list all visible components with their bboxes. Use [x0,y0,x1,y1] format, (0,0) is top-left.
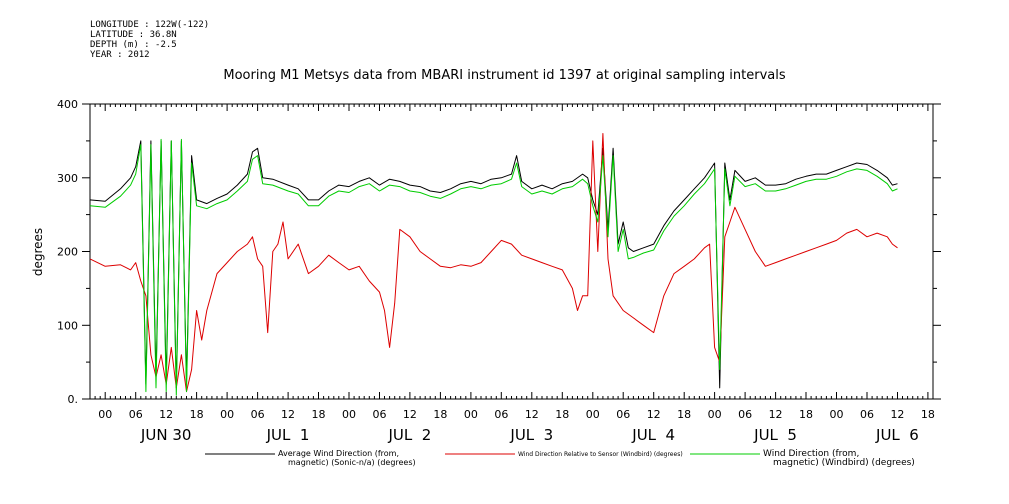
x-hour-label: 06 [372,408,386,421]
x-hour-label: 06 [251,408,265,421]
x-hour-label: 00 [220,408,234,421]
x-hour-label: 12 [403,408,417,421]
legend-label-2: Wind Direction Relative to Sensor (Windb… [518,451,683,458]
depth-label: DEPTH (m) : -2.5 [90,40,177,50]
axis-labels: 0. 100 200 300 400 00 06 12 18 00 06 12 18 00 06 12 18 00… [57,98,935,444]
x-day-label: JUL 1 [266,426,310,444]
x-hour-label: 18 [555,408,569,421]
legend-label-1: Average Wind Direction (from, [278,449,399,458]
legend: Average Wind Direction (from,magnetic) (… [205,449,915,468]
legend-label-1-line2: magnetic) (Sonic-n/a) (degrees) [288,458,416,467]
x-hour-label: 18 [799,408,813,421]
legend-label-3: Wind Direction (from, [763,449,859,459]
series-line-1 [89,140,898,389]
x-hour-label: 12 [647,408,661,421]
y-tick-label: 0. [68,393,79,406]
x-hour-label: 18 [312,408,326,421]
x-hour-label: 06 [494,408,508,421]
legend-label-3-line2: magnetic) (Windbird) (degrees) [773,458,915,468]
x-day-label: JUN 30 [140,426,191,444]
x-hour-label: 12 [281,408,295,421]
x-hour-label: 12 [159,408,173,421]
x-hour-label: 06 [860,408,874,421]
x-hour-label: 00 [464,408,478,421]
series-group [89,133,898,396]
x-hour-label: 06 [738,408,752,421]
x-hour-label: 06 [616,408,630,421]
year-label: YEAR : 2012 [90,50,150,60]
y-tick-label: 200 [57,246,78,259]
series-line-2 [89,133,898,393]
x-hour-label: 00 [98,408,112,421]
chart-title: Mooring M1 Metsys data from MBARI instru… [223,68,786,83]
x-hour-label: 18 [921,408,935,421]
x-hour-label: 12 [525,408,539,421]
y-tick-label: 100 [57,319,78,332]
x-hour-label: 06 [129,408,143,421]
latitude-label: LATITUDE : 36.8N [90,30,177,40]
longitude-label: LONGITUDE : 122W(-122) [90,20,210,30]
x-hour-label: 00 [342,408,356,421]
x-day-label: JUL 3 [509,426,553,444]
y-axis-label: degrees [31,228,45,276]
axis-ticks [82,103,941,400]
x-day-label: JUL 4 [631,426,675,444]
x-hour-label: 00 [586,408,600,421]
series-line-3 [89,138,898,396]
y-tick-label: 300 [57,172,78,185]
x-day-label: JUL 2 [388,426,432,444]
y-tick-label: 400 [57,98,78,111]
x-hour-label: 18 [677,408,691,421]
metadata-block: LONGITUDE : 122W(-122) LATITUDE : 36.8N … [90,20,209,60]
x-hour-label: 12 [890,408,904,421]
x-hour-label: 18 [433,408,447,421]
x-hour-label: 00 [830,408,844,421]
x-hour-label: 12 [769,408,783,421]
x-hour-label: 18 [190,408,204,421]
x-hour-label: 00 [708,408,722,421]
x-day-label: JUL 6 [875,426,919,444]
x-day-label: JUL 5 [753,426,797,444]
